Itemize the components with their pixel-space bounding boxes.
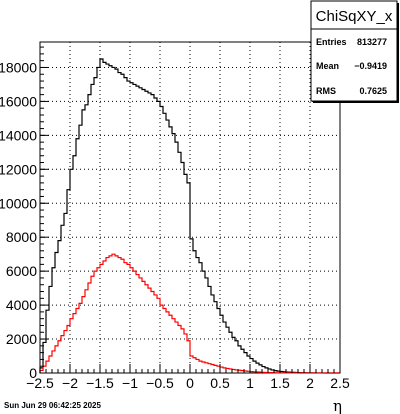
x-tick-label: 0.5 xyxy=(210,375,230,391)
x-tick-label: −1 xyxy=(122,375,138,391)
stats-entries-value: 813277 xyxy=(357,37,387,47)
axes: −2.5 −2 −1.5 −1 −0.5 0 0.5 1 1.5 2 2.5 0 2000 4000 600… xyxy=(0,46,350,391)
x-tick-label: 1 xyxy=(246,375,254,391)
x-tick-label: 2.5 xyxy=(330,375,350,391)
stats-rms-label: RMS xyxy=(316,86,336,96)
stats-rms-value: 0.7625 xyxy=(359,86,387,96)
x-tick-label: −2 xyxy=(62,375,78,391)
stats-title: ChiSqXY_x xyxy=(316,8,393,25)
stats-entries-label: Entries xyxy=(316,37,347,47)
y-tick-label: 4000 xyxy=(6,297,37,313)
x-axis-title: η xyxy=(333,397,342,414)
y-tick-label: 14000 xyxy=(0,127,37,143)
x-tick-label: −2.5 xyxy=(26,375,54,391)
stats-box-shadow-right xyxy=(397,3,399,103)
x-tick-label: −1.5 xyxy=(86,375,114,391)
y-tick-label: 12000 xyxy=(0,161,37,177)
x-tick-label: 1.5 xyxy=(270,375,290,391)
x-tick-label: 0 xyxy=(186,375,194,391)
histogram-series-2 xyxy=(39,253,340,374)
timestamp: Sun Jun 29 06:42:25 2025 xyxy=(4,401,101,410)
y-tick-label: 10000 xyxy=(0,195,37,211)
stats-mean-value: −0.9419 xyxy=(354,61,387,71)
y-tick-label: 8000 xyxy=(6,229,37,245)
stats-box-shadow xyxy=(313,101,399,103)
y-tick-label: 6000 xyxy=(6,263,37,279)
y-tick-label: 18000 xyxy=(0,59,37,75)
y-tick-label: 16000 xyxy=(0,93,37,109)
x-tick-label: −0.5 xyxy=(146,375,174,391)
y-tick-label: 2000 xyxy=(6,331,37,347)
stats-mean-label: Mean xyxy=(316,61,339,71)
x-tick-label: 2 xyxy=(306,375,314,391)
stats-box: ChiSqXY_x Entries 813277 Mean −0.9419 RM… xyxy=(310,0,399,103)
y-tick-label: 0 xyxy=(29,365,37,381)
